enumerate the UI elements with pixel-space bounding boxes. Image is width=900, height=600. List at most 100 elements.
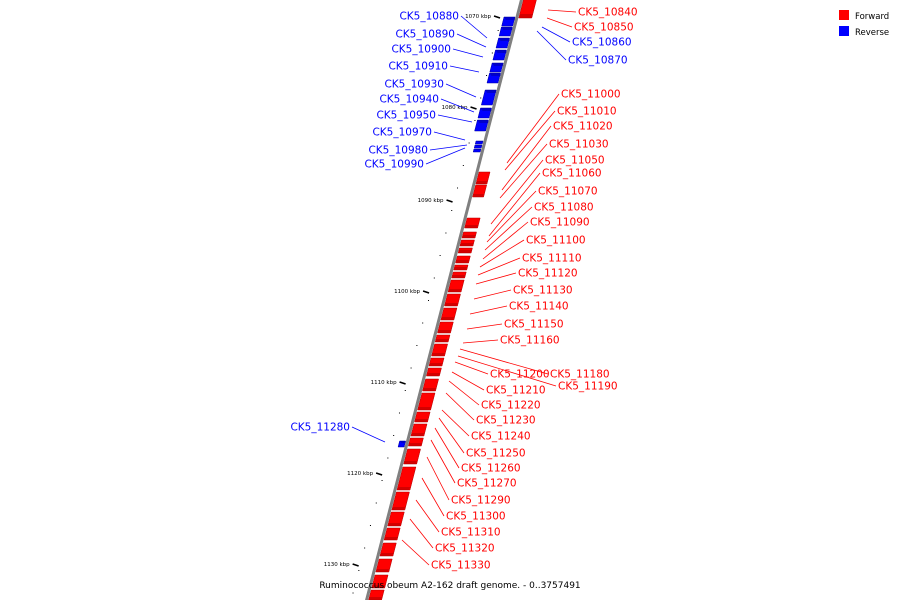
forward-gene-shape (457, 247, 473, 254)
leader-line (490, 159, 544, 225)
gene-label: CK5_11230 (476, 415, 536, 427)
leader-line (499, 143, 548, 199)
forward-gene-shape (396, 466, 417, 491)
leader-line (433, 131, 466, 141)
gene-label: CK5_11320 (435, 543, 495, 555)
leader-line (451, 371, 485, 391)
leader-line (462, 339, 499, 344)
minor-tick (364, 547, 366, 549)
legend-forward-label: Forward (855, 12, 889, 22)
reverse-gene-shape (477, 107, 492, 119)
forward-gene-shape (475, 171, 491, 185)
leader-line (486, 190, 537, 243)
gene-label: CK5_11270 (457, 478, 517, 490)
label-leaders (351, 9, 577, 566)
minor-tick (491, 52, 493, 54)
gene-label: CK5_10850 (574, 22, 634, 34)
forward-gene-shape (387, 511, 405, 527)
minor-tick (474, 120, 476, 121)
gene-label: CK5_11210 (486, 385, 546, 397)
leader-line (479, 239, 525, 268)
minor-tick (428, 300, 429, 301)
leader-line (452, 48, 484, 58)
gene-label: CK5_11280 (290, 422, 350, 434)
minor-tick (468, 142, 470, 144)
minor-tick (451, 210, 453, 211)
minor-tick (381, 480, 383, 481)
forward-gene-shape (461, 231, 477, 239)
gene-label: CK5_10840 (578, 7, 638, 19)
kbp-ticks: 1070 kbp 1080 kbp 1090 kbp 1100 kbp 1110 kbp… (324, 14, 501, 568)
leader-line (460, 15, 488, 39)
minor-tick (358, 570, 360, 571)
forward-gene-shape (383, 527, 401, 541)
reverse-gene-shape (473, 144, 483, 149)
leader-line (421, 477, 445, 517)
forward-gene-shape (410, 423, 428, 437)
gene-label: CK5_11010 (557, 106, 617, 118)
leader-line (434, 427, 460, 469)
leader-line (440, 98, 475, 113)
minor-tick (486, 75, 488, 76)
leader-line (477, 257, 521, 276)
gene-label: CK5_11070 (538, 186, 598, 198)
gene-label: CK5_11260 (461, 463, 521, 475)
minor-tick (387, 457, 389, 459)
forward-gene-shape (414, 411, 431, 423)
legend-reverse-label: Reverse (855, 28, 889, 38)
kbp-tick-mark (422, 290, 430, 294)
leader-line (488, 172, 541, 237)
reverse-gene-shape (498, 26, 513, 37)
gene-label: CK5_10970 (372, 127, 432, 139)
kbp-tick-mark (470, 106, 477, 110)
forward-gene-shape (426, 367, 442, 377)
reverse-gene-shape (489, 62, 504, 73)
forward-gene-shape (447, 279, 465, 293)
forward-gene-shape (391, 491, 410, 511)
kbp-tick-label: 1120 kbp (347, 471, 373, 477)
minor-tick (375, 502, 377, 504)
gene-label: CK5_11100 (526, 235, 586, 247)
kbp-tick-mark (375, 472, 383, 476)
gene-label: CK5_11060 (542, 168, 602, 180)
leader-line (469, 305, 508, 315)
forward-gene-shape (440, 307, 458, 321)
gene-label: CK5_11200 (490, 369, 550, 381)
genome-backbone (365, 0, 523, 600)
kbp-tick-mark (446, 199, 453, 203)
kbp-tick-label: 1090 kbp (418, 198, 444, 204)
forward-gene-shape (417, 392, 436, 411)
reverse-gene-shape (501, 16, 516, 27)
kbp-tick-mark (352, 563, 359, 567)
forward-gene-shape (459, 239, 475, 247)
leader-line (466, 323, 503, 330)
gene-label: CK5_10870 (568, 55, 628, 67)
leader-line (448, 380, 480, 406)
gene-label: CK5_11000 (561, 89, 621, 101)
gene-label: CK5_10900 (391, 44, 451, 56)
kbp-tick-mark (399, 381, 406, 385)
leader-line (456, 33, 487, 48)
leader-line (541, 26, 571, 43)
forward-gene-shape (472, 184, 487, 198)
leader-line (437, 114, 473, 123)
minor-tick (352, 592, 354, 594)
leader-line (506, 93, 560, 164)
minor-tick (439, 255, 441, 256)
leader-line (457, 355, 557, 387)
forward-gene-shape (455, 255, 471, 264)
reverse-gene-shape (472, 148, 482, 153)
leader-line (401, 539, 430, 566)
forward-gene-shape (371, 574, 389, 589)
minor-tick (457, 187, 459, 189)
reverse-gene-shape (474, 119, 489, 132)
leader-line (547, 9, 577, 13)
gene-label: CK5_10910 (388, 61, 448, 73)
gene-label: CK5_10940 (379, 94, 439, 106)
minor-tick (404, 390, 406, 391)
reverse-gene-shape (486, 72, 501, 84)
leader-line (430, 439, 456, 484)
gene-label: CK5_10880 (399, 11, 459, 23)
leader-line (484, 206, 533, 251)
